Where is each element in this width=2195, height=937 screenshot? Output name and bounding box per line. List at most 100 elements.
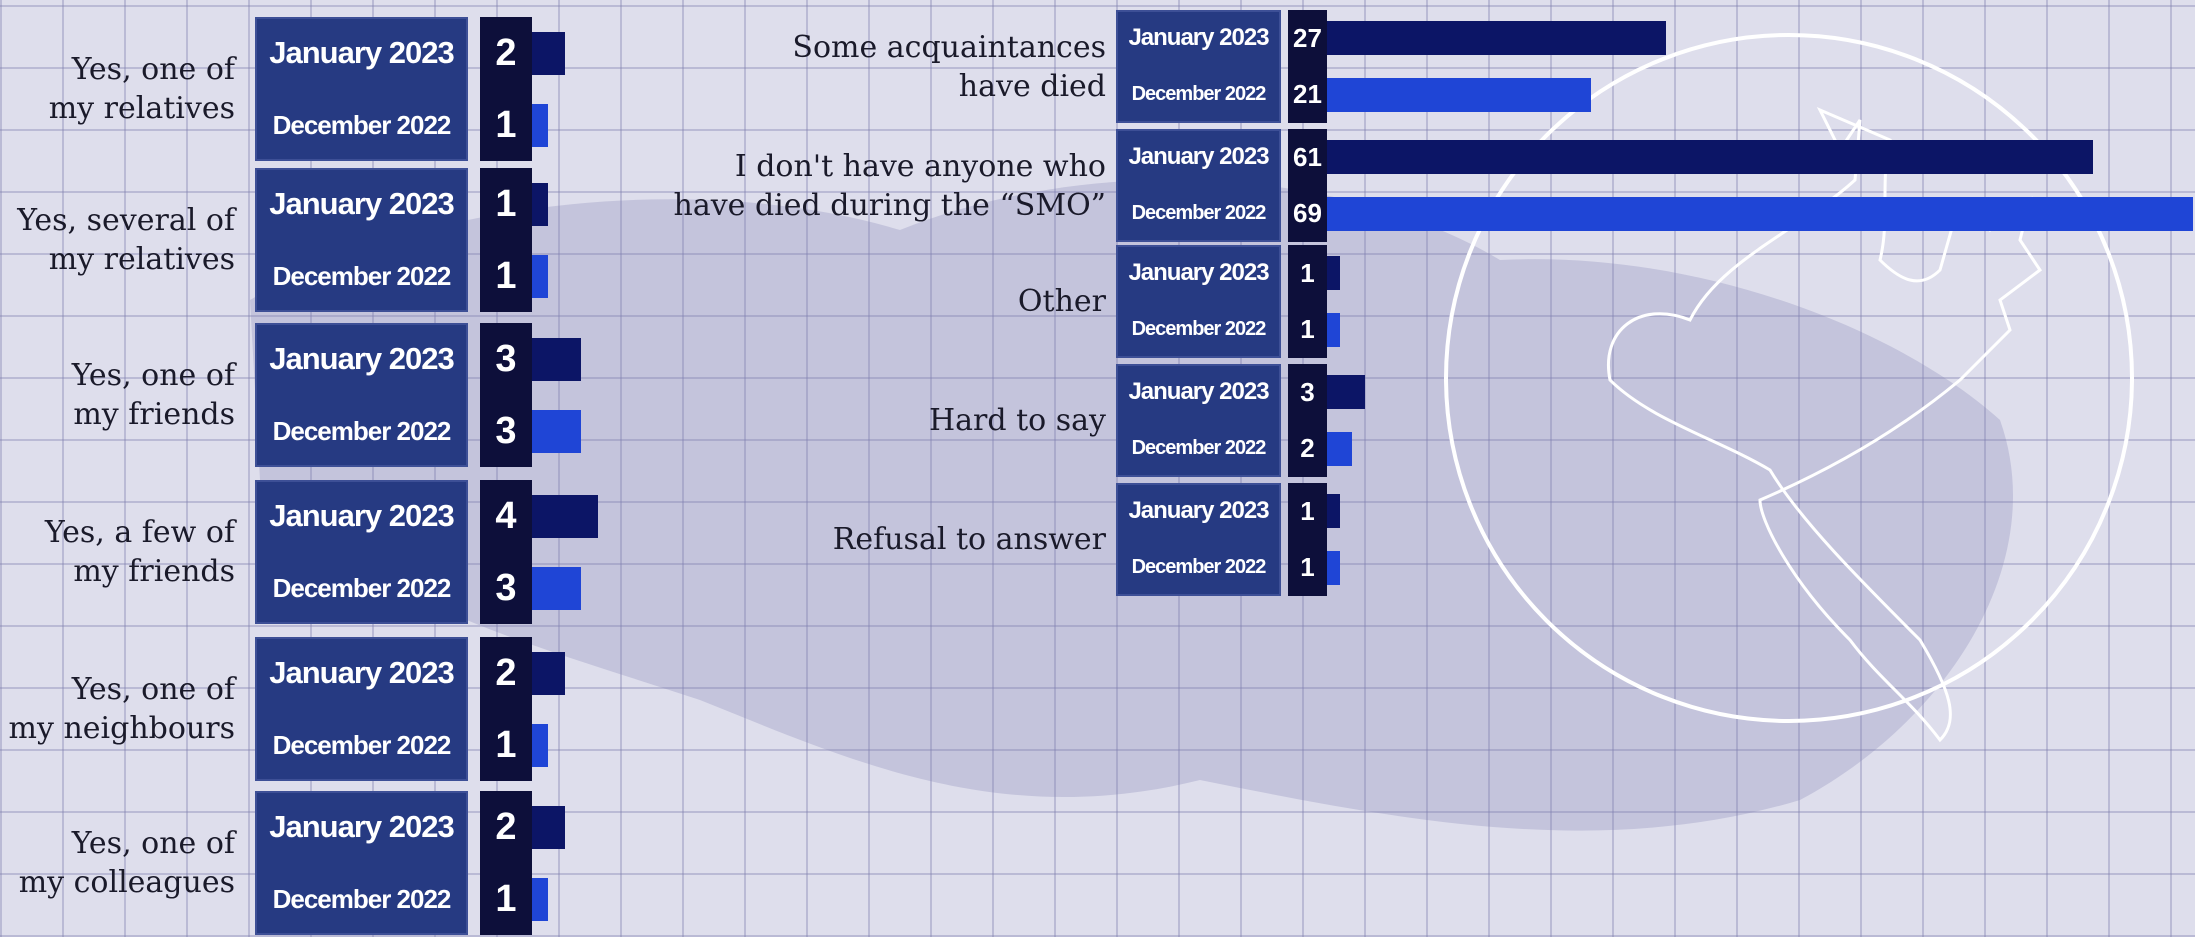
value-label: 1 [1300,552,1315,583]
series-label: January 2023 [269,655,454,690]
bar [532,877,549,921]
value-label: 1 [495,182,517,225]
value-label: 21 [1293,79,1322,110]
series-label: January 2023 [269,186,454,221]
category-label: Some acquaintances have died [792,29,1106,104]
value-label: 27 [1293,22,1322,53]
value-label: 3 [495,337,517,380]
series-label: January 2023 [269,35,454,70]
bar [532,651,565,695]
value-box [1288,245,1327,358]
series-label-box [1116,10,1281,123]
category-label: I don't have anyone who have died during… [673,148,1106,223]
category-label: Other [1017,284,1106,319]
series-label: December 2022 [1131,556,1267,579]
series-label: December 2022 [272,415,452,446]
series-label: December 2022 [272,729,452,760]
category-label: Yes, one of my relatives [48,52,235,126]
value-label: 1 [495,723,517,766]
bar [532,409,582,453]
category-label: Refusal to answer [832,522,1106,557]
series-label: January 2023 [269,809,454,844]
bar [1327,21,1666,56]
value-label: 1 [1300,314,1315,345]
bar [532,566,582,610]
value-label: 2 [495,31,517,74]
series-label: December 2022 [1131,318,1267,341]
value-label: 2 [495,805,517,848]
series-label: December 2022 [1131,83,1267,106]
value-label: 1 [1300,257,1315,288]
series-label-box [1116,129,1281,242]
category-label: Yes, one of my neighbours [8,672,235,746]
value-box [1288,129,1327,242]
emblem-circle [1444,33,2134,723]
bar [1327,375,1365,410]
series-label: December 2022 [272,260,452,291]
value-label: 4 [495,494,517,537]
value-label: 1 [1300,495,1315,526]
category-label: Yes, one of my friends [71,358,235,432]
value-label: 1 [495,877,517,920]
value-label: 3 [495,566,517,609]
bar [532,337,582,381]
series-label-box [255,791,468,935]
bar [1327,494,1340,529]
series-label: December 2022 [272,572,452,603]
series-label: December 2022 [1131,202,1267,225]
series-label-box [255,323,468,467]
series-label-box [1116,364,1281,477]
series-label-box [255,480,468,624]
series-label: January 2023 [1128,259,1269,287]
bar [532,494,598,538]
category-label: Hard to say [928,403,1106,438]
series-label: January 2023 [1128,497,1269,525]
value-label: 3 [1300,376,1315,407]
value-box [480,480,532,624]
value-box [480,17,532,161]
value-label: 1 [495,254,517,297]
bar [532,723,549,767]
value-label: 2 [1300,433,1315,464]
series-label: December 2022 [1131,437,1267,460]
value-label: 1 [495,103,517,146]
series-label: January 2023 [1128,378,1269,406]
value-label: 61 [1293,141,1322,172]
bar [1327,196,2193,231]
series-label: January 2023 [269,341,454,376]
bar [532,31,565,75]
value-box [1288,483,1327,596]
category-label: Yes, several of my relatives [17,203,235,277]
category-label: Yes, one of my colleagues [18,826,235,900]
bar [1327,256,1340,291]
bar [1327,550,1340,585]
series-label-box [255,637,468,781]
bar [532,805,565,849]
value-label: 69 [1293,198,1322,229]
series-label-box [1116,245,1281,358]
bar [532,254,549,298]
value-box [480,323,532,467]
series-label: December 2022 [272,883,452,914]
bar [1327,140,2093,175]
bar [532,103,549,147]
value-box [1288,10,1327,123]
value-label: 3 [495,409,517,452]
series-label-box [1116,483,1281,596]
series-label: December 2022 [272,109,452,140]
value-box [480,168,532,312]
series-label: January 2023 [1128,24,1269,52]
bar [532,182,549,226]
bar [1327,77,1591,112]
bar [1327,312,1340,347]
series-label: January 2023 [1128,143,1269,171]
value-label: 2 [495,651,517,694]
series-label-box [255,17,468,161]
series-label-box [255,168,468,312]
bar [1327,431,1353,466]
series-label: January 2023 [269,498,454,533]
value-box [480,637,532,781]
value-box [1288,364,1327,477]
category-label: Yes, a few of my friends [44,515,235,589]
